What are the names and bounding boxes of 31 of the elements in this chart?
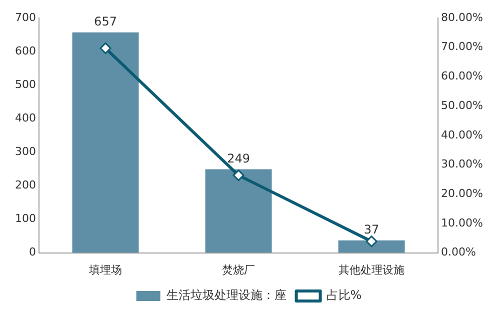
point xyxy=(100,42,112,54)
y2-tick-label: 10.00% xyxy=(441,216,484,230)
y-tick-label: 300 xyxy=(14,145,36,158)
point xyxy=(366,236,378,248)
y-tick-label: 0 xyxy=(28,246,36,259)
y-tick-label: 400 xyxy=(14,111,36,124)
legend-label: 占比% xyxy=(326,288,362,302)
y2-tick-label: 50.00% xyxy=(441,98,484,112)
y2-tick-label: 0.00% xyxy=(441,246,476,259)
bar xyxy=(205,169,272,253)
data-label: 37 xyxy=(364,222,380,237)
x-tick-label: 其他处理设施 xyxy=(338,263,405,276)
bar xyxy=(72,32,139,253)
y-tick-label: 700 xyxy=(14,10,36,24)
y-tick-label: 500 xyxy=(14,78,36,91)
y2-tick-label: 20.00% xyxy=(441,186,484,200)
y2-tick-label: 80.00% xyxy=(441,10,484,24)
y2-tick-label: 40.00% xyxy=(441,128,484,142)
x-tick-label: 焚烧厂 xyxy=(222,263,256,276)
y2-tick-label: 60.00% xyxy=(441,70,484,83)
legend-label: 生活垃圾处理设施：座 xyxy=(166,288,286,302)
x-tick-label: 填埋场 xyxy=(88,263,122,276)
y-tick-label: 200 xyxy=(14,178,36,192)
point xyxy=(232,170,244,182)
data-label: 249 xyxy=(227,151,250,166)
y2-tick-label: 70.00% xyxy=(441,40,484,54)
bar xyxy=(338,240,405,253)
y2-tick-label: 30.00% xyxy=(441,158,484,171)
y-tick-label: 600 xyxy=(14,44,36,58)
data-label: 657 xyxy=(94,14,117,29)
y-tick-label: 100 xyxy=(14,212,36,226)
